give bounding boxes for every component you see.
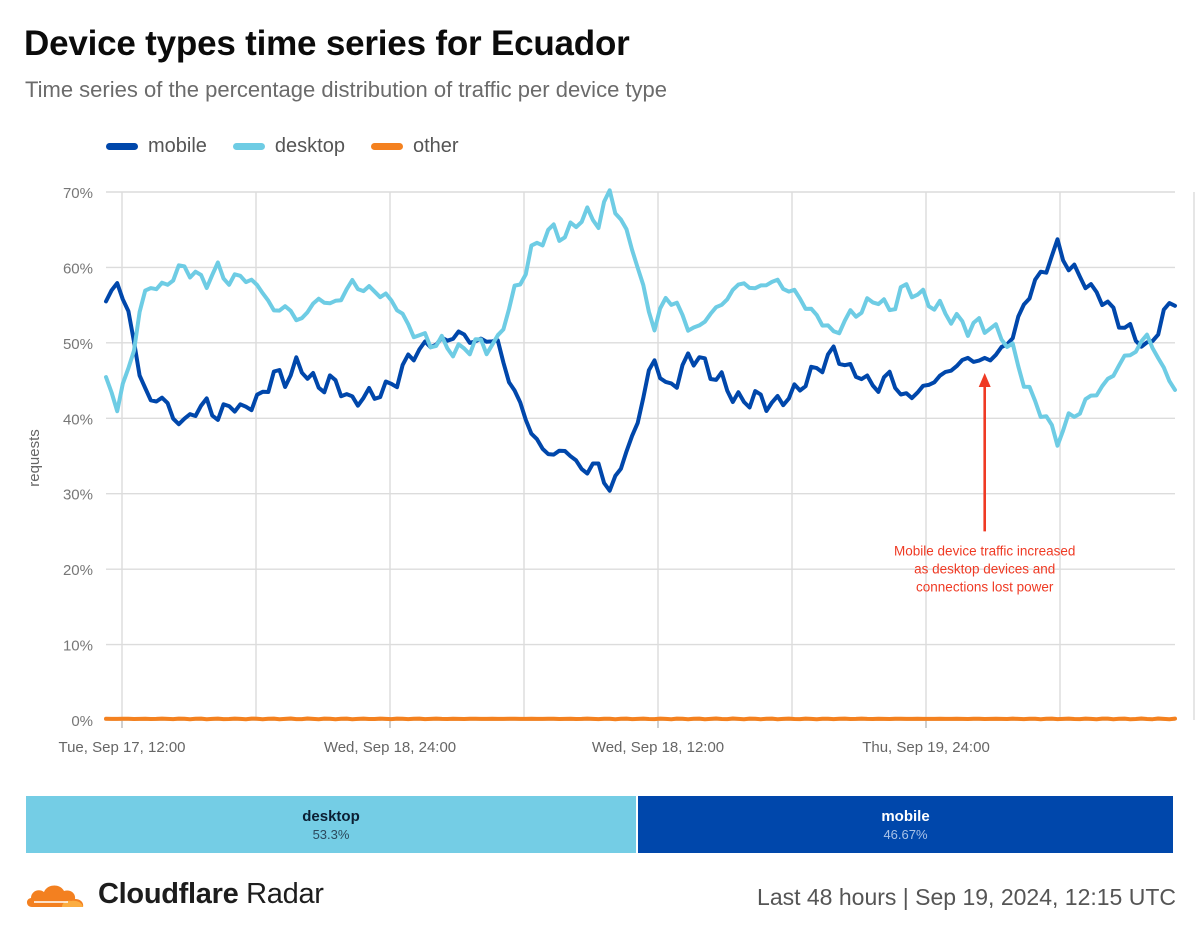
legend-item-mobile[interactable]: mobile [106,135,207,158]
legend-swatch-mobile [106,143,138,150]
summary-label-mobile: mobile [881,807,930,825]
y-axis-label: requests [26,429,43,487]
legend-swatch-other [370,143,403,150]
summary-bar-desktop[interactable]: desktop 53.3% [26,796,636,853]
summary-percent-desktop: 53.3% [312,826,350,842]
chart-title: Device types time series for Ecuador [24,24,630,63]
x-tick-label: Tue, Sep 17, 12:00 [58,739,185,756]
annotation-text: Mobile device traffic increased [894,543,1075,558]
y-tick-label: 20% [63,562,93,579]
legend-swatch-desktop [232,143,265,150]
summary-label-desktop: desktop [302,807,360,825]
y-tick-label: 60% [63,260,93,277]
legend-label-other: other [412,135,459,157]
series-line-other [104,716,1177,722]
x-tick-label: Wed, Sep 18, 12:00 [592,739,724,756]
legend: mobile desktop other [106,135,459,158]
x-tick-label: Thu, Sep 19, 24:00 [862,739,990,756]
y-tick-label: 0% [71,713,93,730]
summary-percent-mobile: 46.67% [883,826,928,842]
y-tick-label: 40% [63,411,93,428]
y-tick-label: 50% [63,336,93,353]
x-tick-label: Wed, Sep 18, 24:00 [324,739,456,756]
y-tick-label: 10% [63,638,93,655]
series-line-mobile [104,237,1177,493]
legend-label-desktop: desktop [274,135,345,157]
legend-label-mobile: mobile [148,135,207,157]
brand[interactable]: Cloudflare Radar [24,878,324,911]
annotation-arrow-head [978,373,991,388]
chart-subtitle: Time series of the percentage distributi… [25,77,667,102]
cloudflare-logo-icon [26,884,84,907]
y-tick-label: 30% [63,487,93,504]
summary-bar-mobile[interactable]: mobile 46.67% [638,796,1173,853]
time-range: Last 48 hours | Sep 19, 2024, 12:15 UTC [757,884,1176,910]
line-chart[interactable]: 0% 10% 20% 30% 40% 50% 60% 70% Tue, Sep 17, 12:0… [0,170,1200,770]
annotation-text: as desktop devices and [914,561,1055,576]
y-tick-label: 70% [63,185,93,202]
brand-name-light: Radar [238,878,324,910]
annotation-text: connections lost power [916,579,1054,594]
series-line-desktop [104,188,1177,448]
brand-name: Cloudflare Radar [98,878,324,911]
legend-item-other[interactable]: other [370,135,459,158]
legend-item-desktop[interactable]: desktop [232,135,345,158]
brand-name-bold: Cloudflare [98,878,239,910]
